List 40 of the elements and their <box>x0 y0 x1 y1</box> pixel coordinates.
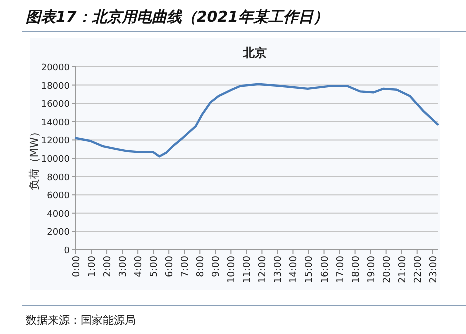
chart-title: 图表17：北京用电曲线（2021年某工作日） <box>26 8 329 26</box>
y-tick-label: 20000 <box>41 64 70 74</box>
x-tick-label: 1:00 <box>87 256 98 278</box>
y-tick-label: 12000 <box>41 136 70 147</box>
y-tick-label: 8000 <box>47 173 70 184</box>
chart-subtitle: 北京 <box>242 46 267 60</box>
x-tick-label: 23:00 <box>428 256 440 284</box>
source-note: 数据来源：国家能源局 <box>26 314 136 327</box>
x-tick-label: 0:00 <box>72 256 82 278</box>
y-tick-label: 6000 <box>47 192 70 202</box>
y-tick-label: 18000 <box>41 82 70 92</box>
x-tick-label: 21:00 <box>397 256 408 284</box>
x-tick-label: 14:00 <box>288 256 300 284</box>
x-tick-label: 12:00 <box>258 256 269 284</box>
y-tick-label: 14000 <box>41 118 70 128</box>
y-tick-label: 10000 <box>41 155 70 165</box>
x-tick-label: 20:00 <box>382 256 393 284</box>
y-tick-label: 4000 <box>47 210 70 220</box>
x-tick-label: 3:00 <box>118 256 130 278</box>
x-tick-label: 4:00 <box>134 256 145 278</box>
x-tick-label: 19:00 <box>366 256 378 284</box>
x-tick-label: 5:00 <box>149 256 160 278</box>
x-tick-label: 7:00 <box>180 256 192 278</box>
x-tick-label: 2:00 <box>102 256 114 278</box>
x-tick-label: 17:00 <box>335 256 346 284</box>
y-tick-label: 0 <box>64 246 70 256</box>
x-tick-label: 18:00 <box>350 256 362 284</box>
x-tick-label: 16:00 <box>320 256 331 284</box>
x-tick-label: 11:00 <box>242 256 254 284</box>
line-series <box>74 83 440 158</box>
x-tick-label: 15:00 <box>304 256 316 284</box>
x-tick-label: 8:00 <box>196 256 207 278</box>
x-tick-label: 6:00 <box>164 256 176 278</box>
y-axis-title: 负荷（MW） <box>28 126 41 191</box>
y-tick-label: 16000 <box>41 100 70 110</box>
x-tick-label: 10:00 <box>226 256 238 284</box>
x-tick-label: 13:00 <box>273 256 284 284</box>
x-tick-label: 22:00 <box>412 256 424 284</box>
y-tick-label: 2000 <box>47 228 70 238</box>
x-tick-label: 9:00 <box>211 256 222 278</box>
